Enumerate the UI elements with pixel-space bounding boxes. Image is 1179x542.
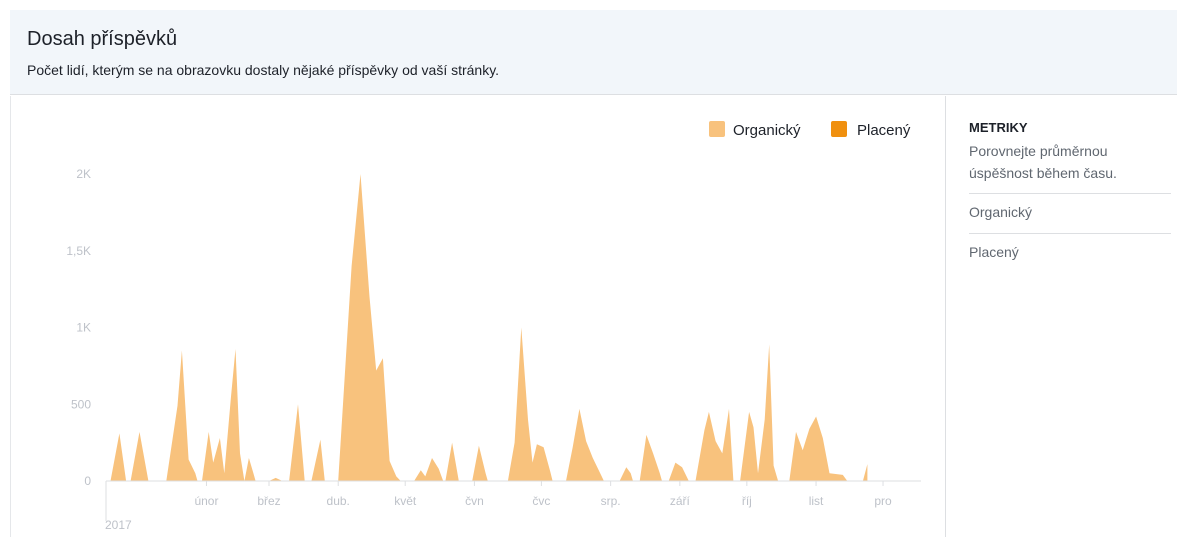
area-series-organic (106, 174, 868, 481)
metrics-title: METRIKY (969, 120, 1028, 135)
metric-item-paid[interactable]: Placený (969, 244, 1019, 260)
metric-item-organic[interactable]: Organický (969, 204, 1033, 220)
metrics-description: Porovnejte průměrnou úspěšnost během čas… (969, 143, 1117, 181)
y-tick-label: 2K (76, 167, 91, 181)
y-tick-label: 500 (71, 397, 91, 411)
x-tick-label: srp. (601, 494, 621, 508)
legend-label-paid[interactable]: Placený (857, 122, 911, 139)
metrics-divider (969, 193, 1171, 194)
chart-panel: Organický Placený 0 500 1K 1,5K 2K únor břez d… (10, 96, 946, 537)
legend-swatch-paid[interactable] (831, 121, 847, 137)
x-tick-label: říj (742, 494, 752, 508)
y-tick-label: 1K (76, 321, 91, 335)
x-tick-label: čvc (532, 494, 550, 508)
x-tick-label: čvn (465, 494, 484, 508)
page-header: Dosah příspěvků Počet lidí, kterým se na… (10, 10, 1177, 95)
x-year-label: 2017 (105, 518, 132, 532)
metrics-divider (969, 233, 1171, 234)
x-tick-label: květ (394, 494, 417, 508)
x-tick-label: dub. (327, 494, 350, 508)
x-tick-label: únor (194, 494, 218, 508)
legend-swatch-organic[interactable] (709, 121, 725, 137)
legend-label-organic[interactable]: Organický (733, 122, 801, 139)
chart-legend[interactable]: Organický Placený (709, 121, 911, 139)
y-axis: 0 500 1K 1,5K 2K (66, 167, 91, 488)
page-subtitle: Počet lidí, kterým se na obrazovku dosta… (27, 62, 500, 78)
x-tick-label: pro (874, 494, 892, 508)
y-tick-label: 1,5K (66, 244, 91, 258)
page-title: Dosah příspěvků (27, 28, 178, 50)
reach-area-chart: Organický Placený 0 500 1K 1,5K 2K únor břez d… (66, 121, 921, 532)
x-tick-label: září (670, 494, 691, 508)
x-tick-label: břez (257, 494, 280, 508)
plot-area (106, 174, 868, 481)
y-tick-label: 0 (84, 474, 91, 488)
metrics-sidebar: METRIKY Porovnejte průměrnou úspěšnost b… (969, 96, 1171, 537)
x-tick-label: list (809, 494, 824, 508)
x-axis: únor břez dub. květ čvn čvc srp. září říj list pro… (105, 480, 921, 532)
